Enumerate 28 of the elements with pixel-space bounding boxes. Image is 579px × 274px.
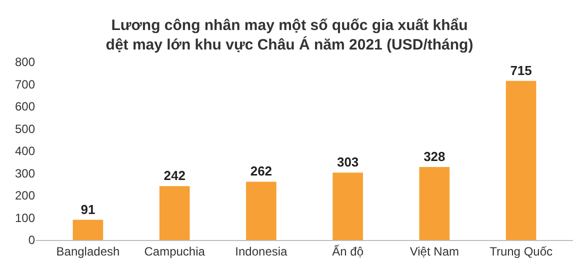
data-label: 262 <box>250 164 272 179</box>
data-label: 91 <box>80 202 96 217</box>
data-label: 328 <box>424 149 446 164</box>
data-label: 303 <box>336 154 359 170</box>
y-tick-label: 700 <box>14 77 36 92</box>
y-tick-label: 500 <box>14 122 36 136</box>
y-tick-label: 200 <box>14 188 36 203</box>
y-tick-label: 800 <box>14 55 36 70</box>
y-tick-label: 300 <box>14 166 36 180</box>
x-tick-label: Bangladesh <box>56 244 120 258</box>
x-tick-label: Campuchia <box>144 244 206 258</box>
bar <box>332 172 363 240</box>
x-tick-label: Ấn độ <box>332 244 364 258</box>
bar <box>159 186 190 240</box>
y-tick-label: 0 <box>28 233 36 248</box>
data-label: 715 <box>510 62 532 78</box>
x-tick-label: Việt Nam <box>410 244 459 258</box>
x-tick-label: Trung Quốc <box>490 244 552 258</box>
chart-title: Lương công nhân may một số quốc gia xuất khẩu dệt may lớn khu vực Châu Á năm 2021 (USD/tháng) <box>106 17 474 54</box>
bar <box>419 167 450 240</box>
y-tick-label: 400 <box>14 144 36 158</box>
x-tick-label: Indonesia <box>235 244 288 258</box>
bar <box>72 220 104 240</box>
y-tick-label: 100 <box>14 210 36 225</box>
y-tick-label: 600 <box>14 100 36 114</box>
bar <box>506 80 536 240</box>
bar <box>246 182 276 240</box>
data-label: 242 <box>164 168 186 184</box>
